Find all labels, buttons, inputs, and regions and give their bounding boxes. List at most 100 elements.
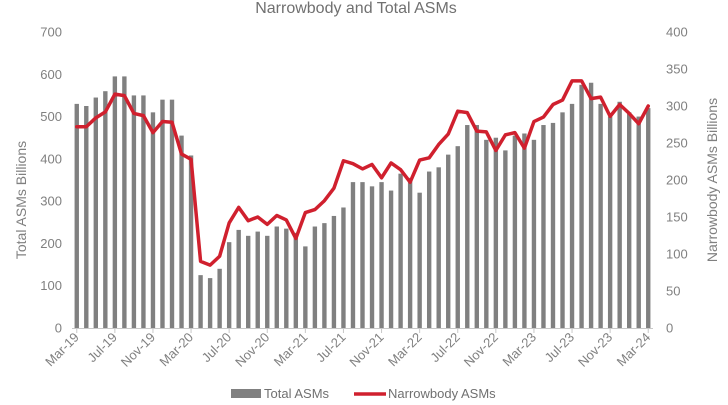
x-axis-tick-marks [76,328,649,333]
bar-total-asms [84,106,89,328]
bar-total-asms [646,108,651,328]
left-y-tick-label: 500 [40,109,62,124]
bar-total-asms [503,150,508,328]
right-y-tick-label: 200 [666,173,688,188]
bar-total-asms [626,112,632,328]
bar-total-asms [236,229,241,328]
bar-total-asms [112,76,118,329]
bar-total-asms [579,84,584,328]
bar-total-asms [255,231,260,328]
x-tick-label: Mar-22 [385,330,425,370]
chart-title: Narrowbody and Total ASMs [255,0,457,17]
bars [74,76,651,329]
x-tick-label: Jul-20 [199,330,235,366]
series-line-narrowbody-asms [75,79,650,267]
bar-total-asms [436,167,441,328]
bar-total-asms [131,95,137,328]
bar-total-asms [455,146,460,328]
bar-total-asms [103,91,108,328]
bar-total-asms [274,226,279,328]
right-y-tick-label: 100 [666,247,688,262]
right-y-tick-label: 0 [666,321,673,336]
left-y-tick-label: 600 [40,67,62,82]
bar-total-asms [331,215,337,328]
right-y-tick-label: 300 [666,99,688,114]
bar-total-asms [122,76,127,329]
x-tick-label: Mar-24 [614,330,654,370]
bar-total-asms [93,97,99,329]
bar-total-asms [541,125,546,329]
bar-total-asms [198,275,203,328]
bar-total-asms [398,173,403,328]
bar-total-asms [350,182,356,328]
x-tick-label: Mar-19 [42,330,82,370]
bar-total-asms [360,182,365,328]
bar-total-asms [607,116,613,328]
bar-total-asms [322,223,327,328]
x-tick-label: Mar-23 [499,330,539,370]
bar-total-asms [446,154,451,328]
x-tick-label: Nov-22 [461,330,501,370]
bar-total-asms [569,103,575,328]
right-axis-title: Narrowbody ASMs Billions [704,98,720,262]
bar-total-asms [265,235,270,328]
bar-total-asms [312,226,318,328]
bar-total-asms [636,116,641,328]
bar-total-asms [217,268,222,328]
bar-total-asms [426,171,432,328]
right-y-tick-label: 400 [666,25,688,40]
x-tick-label: Nov-21 [346,330,386,370]
bar-total-asms [379,182,384,328]
x-tick-label: Nov-20 [232,330,272,370]
legend-label-total-asms: Total ASMs [264,386,330,401]
right-y-tick-label: 50 [666,284,680,299]
left-y-tick-label: 400 [40,151,62,166]
legend-swatch-total-asms [231,389,261,398]
bar-total-asms [598,103,603,328]
x-tick-label: Mar-20 [156,330,196,370]
x-tick-label: Jul-19 [84,330,120,366]
bar-total-asms [417,192,422,328]
bar-total-asms [74,103,79,328]
right-y-tick-label: 250 [666,136,688,151]
bar-total-asms [226,242,232,328]
bar-total-asms [369,186,375,328]
bar-total-asms [150,112,156,328]
bar-total-asms [617,101,622,329]
bar-total-asms [531,139,537,328]
left-y-tick-label: 700 [40,25,62,40]
x-tick-label: Jul-21 [313,330,349,366]
bar-total-asms [169,99,175,329]
bar-total-asms [303,246,308,328]
x-tick-label: Jul-22 [427,330,463,366]
left-y-axis: 0 100 200 300 400 500 600 700 [40,25,62,336]
bar-total-asms [246,235,251,328]
left-y-tick-label: 200 [40,236,62,251]
bar-total-asms [465,125,470,329]
left-y-tick-label: 0 [55,321,62,336]
left-axis-title: Total ASMs Billions [13,141,29,259]
bar-total-asms [550,122,556,329]
bar-total-asms [141,95,146,328]
x-tick-label: Mar-21 [271,330,311,370]
bar-total-asms [512,135,518,328]
bar-total-asms [560,112,565,328]
bar-total-asms [588,82,594,328]
bar-total-asms [522,133,527,328]
bar-total-asms [341,207,346,328]
bar-total-asms [407,177,413,328]
left-y-tick-label: 100 [40,278,62,293]
bar-total-asms [484,139,489,328]
right-y-tick-label: 150 [666,210,688,225]
bar-total-asms [160,99,165,329]
right-y-axis: 0 50 100 150 200 250 300 350 400 [666,25,688,336]
right-y-tick-label: 350 [666,62,688,77]
x-tick-label: Nov-23 [575,330,615,370]
bar-total-asms [207,278,213,328]
legend: Total ASMs Narrowbody ASMs [231,386,496,401]
bar-total-asms [179,135,184,328]
bar-total-asms [493,137,499,328]
legend-label-narrowbody-asms: Narrowbody ASMs [388,386,496,401]
